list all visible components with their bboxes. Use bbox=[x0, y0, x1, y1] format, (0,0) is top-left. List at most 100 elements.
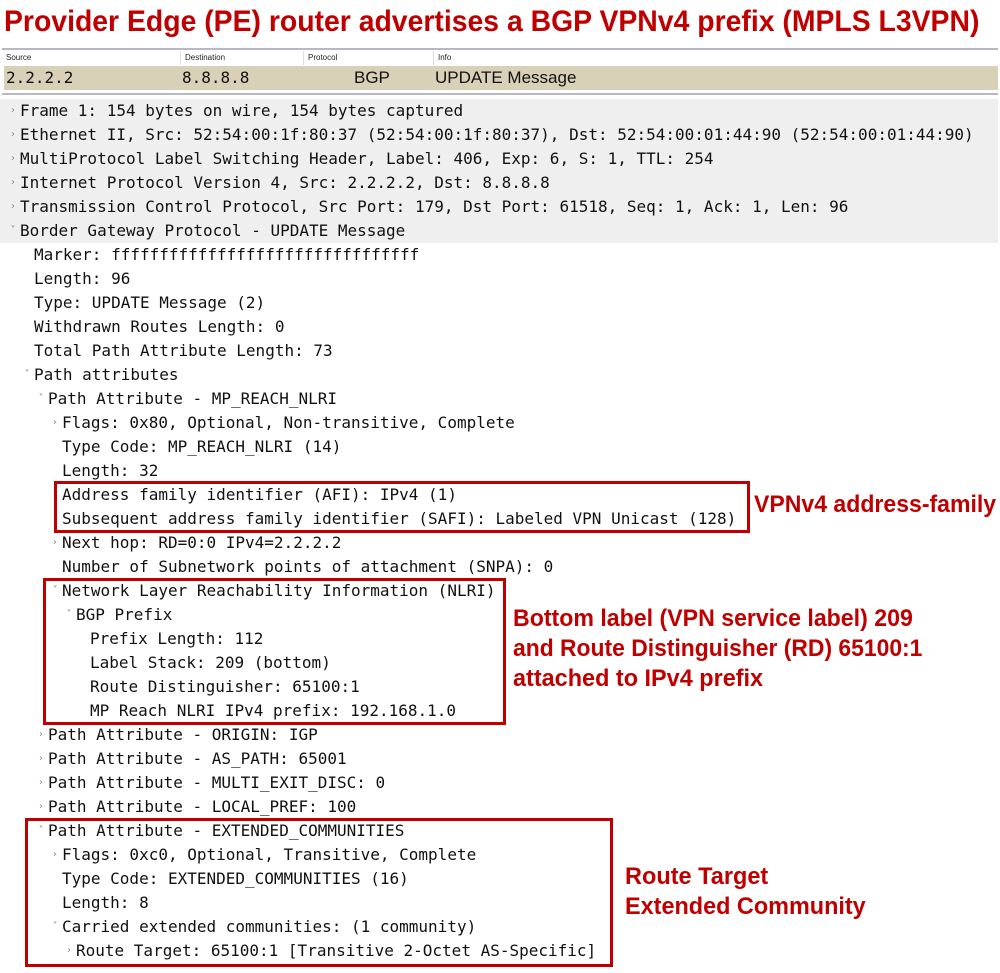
chevron-right-icon[interactable]: › bbox=[39, 753, 43, 764]
chevron-right-icon[interactable]: › bbox=[11, 201, 15, 212]
tree-row-label: Path Attribute - MP_REACH_NLRI bbox=[48, 389, 337, 408]
chevron-down-icon[interactable]: ˅ bbox=[52, 585, 58, 596]
tree-row[interactable]: ˅ Path Attribute - EXTENDED_COMMUNITIES bbox=[0, 819, 1000, 843]
tree-row-label: Type Code: EXTENDED_COMMUNITIES (16) bbox=[62, 869, 409, 888]
chevron-right-icon[interactable]: › bbox=[11, 153, 15, 164]
chevron-right-icon[interactable]: › bbox=[53, 417, 57, 428]
chevron-down-icon[interactable]: ˅ bbox=[66, 609, 72, 620]
tree-row[interactable]: › Transmission Control Protocol, Src Port… bbox=[0, 195, 998, 219]
chevron-down-icon[interactable]: ˅ bbox=[38, 825, 44, 836]
tree-row[interactable]: Total Path Attribute Length: 73 bbox=[0, 339, 1000, 363]
tree-row[interactable]: › MultiProtocol Label Switching Header, L… bbox=[0, 147, 998, 171]
tree-row[interactable]: › Flags: 0xc0, Optional, Transitive, Comp… bbox=[0, 843, 1000, 867]
tree-row[interactable]: Prefix Length: 112 bbox=[0, 627, 1000, 651]
tree-row[interactable]: Number of Subnetwork points of attachmen… bbox=[0, 555, 1000, 579]
annotation-nlri-line2: and Route Distinguisher (RD) 65100:1 bbox=[513, 635, 923, 662]
tree-row-label: Type: UPDATE Message (2) bbox=[34, 293, 266, 312]
tree-row-label: Address family identifier (AFI): IPv4 (1… bbox=[62, 485, 457, 504]
tree-row[interactable]: Subsequent address family identifier (SA… bbox=[0, 507, 1000, 531]
packet-destination: 8.8.8.8 bbox=[182, 68, 250, 87]
column-header-source[interactable]: Source bbox=[6, 53, 32, 62]
tree-row-label: MultiProtocol Label Switching Header, La… bbox=[20, 149, 714, 168]
tree-row-label: BGP Prefix bbox=[76, 605, 173, 624]
tree-row[interactable]: Withdrawn Routes Length: 0 bbox=[0, 315, 1000, 339]
tree-row-label: Path Attribute - MULTI_EXIT_DISC: 0 bbox=[48, 773, 386, 792]
tree-row[interactable]: Type: UPDATE Message (2) bbox=[0, 291, 1000, 315]
tree-row-label: Frame 1: 154 bytes on wire, 154 bytes ca… bbox=[20, 101, 464, 120]
tree-row[interactable]: Address family identifier (AFI): IPv4 (1… bbox=[0, 483, 1000, 507]
tree-row-label: Marker: ffffffffffffffffffffffffffffffff bbox=[34, 245, 420, 264]
tree-row-label: Length: 8 bbox=[62, 893, 149, 912]
annotation-nlri-line1: Bottom label (VPN service label) 209 bbox=[513, 605, 913, 632]
page-title: Provider Edge (PE) router advertises a B… bbox=[4, 5, 980, 38]
annotation-nlri-line3: attached to IPv4 prefix bbox=[513, 665, 764, 692]
tree-row[interactable]: ˅ Carried extended communities: (1 commun… bbox=[0, 915, 1000, 939]
tree-row[interactable]: › Flags: 0x80, Optional, Non-transitive, … bbox=[0, 411, 1000, 435]
tree-row[interactable]: › Frame 1: 154 bytes on wire, 154 bytes c… bbox=[0, 99, 998, 123]
packet-row[interactable]: 2.2.2.2 8.8.8.8 BGP UPDATE Message bbox=[4, 66, 998, 90]
tree-row[interactable]: Length: 8 bbox=[0, 891, 1000, 915]
chevron-down-icon[interactable]: ˅ bbox=[24, 369, 30, 380]
tree-row-label: Flags: 0xc0, Optional, Transitive, Compl… bbox=[62, 845, 477, 864]
tree-row-label: Withdrawn Routes Length: 0 bbox=[34, 317, 285, 336]
tree-row-label: Length: 32 bbox=[62, 461, 159, 480]
tree-row-label: Border Gateway Protocol - UPDATE Message bbox=[20, 221, 406, 240]
tree-row[interactable]: › Route Target: 65100:1 [Transitive 2-Oct… bbox=[0, 939, 1000, 963]
column-header-protocol[interactable]: Protocol bbox=[303, 51, 433, 65]
tree-row[interactable]: › Path Attribute - MULTI_EXIT_DISC: 0 bbox=[0, 771, 1000, 795]
tree-row-label: Ethernet II, Src: 52:54:00:1f:80:37 (52:… bbox=[20, 125, 974, 144]
chevron-down-icon[interactable]: ˅ bbox=[52, 921, 58, 932]
divider bbox=[2, 93, 998, 95]
chevron-right-icon[interactable]: › bbox=[39, 777, 43, 788]
tree-row[interactable]: Length: 96 bbox=[0, 267, 1000, 291]
chevron-right-icon[interactable]: › bbox=[53, 849, 57, 860]
tree-row-label: Length: 96 bbox=[34, 269, 131, 288]
tree-row-label: Label Stack: 209 (bottom) bbox=[90, 653, 331, 672]
tree-row-label: Path Attribute - ORIGIN: IGP bbox=[48, 725, 318, 744]
tree-row-label: Prefix Length: 112 bbox=[90, 629, 264, 648]
tree-row[interactable]: › Next hop: RD=0:0 IPv4=2.2.2.2 bbox=[0, 531, 1000, 555]
tree-row[interactable]: ˅ Network Layer Reachability Information … bbox=[0, 579, 1000, 603]
chevron-right-icon[interactable]: › bbox=[39, 729, 43, 740]
tree-row[interactable]: › Internet Protocol Version 4, Src: 2.2.2… bbox=[0, 171, 998, 195]
tree-row[interactable]: Marker: ffffffffffffffffffffffffffffffff bbox=[0, 243, 1000, 267]
tree-row[interactable]: ˅ Path Attribute - MP_REACH_NLRI bbox=[0, 387, 1000, 411]
tree-row-label: Path Attribute - LOCAL_PREF: 100 bbox=[48, 797, 357, 816]
column-header-info[interactable]: Info bbox=[433, 51, 998, 65]
divider bbox=[2, 48, 998, 50]
tree-row[interactable]: ˅ Path attributes bbox=[0, 363, 1000, 387]
tree-row[interactable]: › Path Attribute - ORIGIN: IGP bbox=[0, 723, 1000, 747]
chevron-down-icon[interactable]: ˅ bbox=[10, 225, 16, 236]
tree-row-label: Path attributes bbox=[34, 365, 179, 384]
chevron-right-icon[interactable]: › bbox=[11, 177, 15, 188]
tree-row-label: Total Path Attribute Length: 73 bbox=[34, 341, 333, 360]
chevron-right-icon[interactable]: › bbox=[11, 129, 15, 140]
tree-row-label: Path Attribute - AS_PATH: 65001 bbox=[48, 749, 347, 768]
chevron-right-icon[interactable]: › bbox=[11, 105, 15, 116]
tree-row[interactable]: Label Stack: 209 (bottom) bbox=[0, 651, 1000, 675]
chevron-down-icon[interactable]: ˅ bbox=[38, 393, 44, 404]
tree-row-label: Flags: 0x80, Optional, Non-transitive, C… bbox=[62, 413, 515, 432]
tree-row[interactable]: MP Reach NLRI IPv4 prefix: 192.168.1.0 bbox=[0, 699, 1000, 723]
tree-row-label: Subsequent address family identifier (SA… bbox=[62, 509, 737, 528]
packet-details-tree: › Frame 1: 154 bytes on wire, 154 bytes c… bbox=[0, 99, 1000, 963]
tree-row[interactable]: ˅ Border Gateway Protocol - UPDATE Messag… bbox=[0, 219, 998, 243]
tree-row-label: Number of Subnetwork points of attachmen… bbox=[62, 557, 554, 576]
chevron-right-icon[interactable]: › bbox=[39, 801, 43, 812]
packet-source: 2.2.2.2 bbox=[6, 68, 74, 87]
tree-row[interactable]: › Ethernet II, Src: 52:54:00:1f:80:37 (52… bbox=[0, 123, 998, 147]
tree-row[interactable]: Route Distinguisher: 65100:1 bbox=[0, 675, 1000, 699]
column-header-destination[interactable]: Destination bbox=[180, 51, 303, 65]
tree-row[interactable]: › Path Attribute - LOCAL_PREF: 100 bbox=[0, 795, 1000, 819]
tree-row[interactable]: Type Code: EXTENDED_COMMUNITIES (16) bbox=[0, 867, 1000, 891]
tree-row-label: Network Layer Reachability Information (… bbox=[62, 581, 496, 600]
tree-row-label: Type Code: MP_REACH_NLRI (14) bbox=[62, 437, 342, 456]
tree-row[interactable]: Type Code: MP_REACH_NLRI (14) bbox=[0, 435, 1000, 459]
tree-row[interactable]: Length: 32 bbox=[0, 459, 1000, 483]
chevron-right-icon[interactable]: › bbox=[53, 537, 57, 548]
chevron-right-icon[interactable]: › bbox=[67, 945, 71, 956]
tree-row[interactable]: › Path Attribute - AS_PATH: 65001 bbox=[0, 747, 1000, 771]
annotation-rt-line1: Route Target bbox=[625, 863, 769, 890]
tree-row[interactable]: ˅ BGP Prefix bbox=[0, 603, 1000, 627]
tree-row-label: Route Distinguisher: 65100:1 bbox=[90, 677, 360, 696]
